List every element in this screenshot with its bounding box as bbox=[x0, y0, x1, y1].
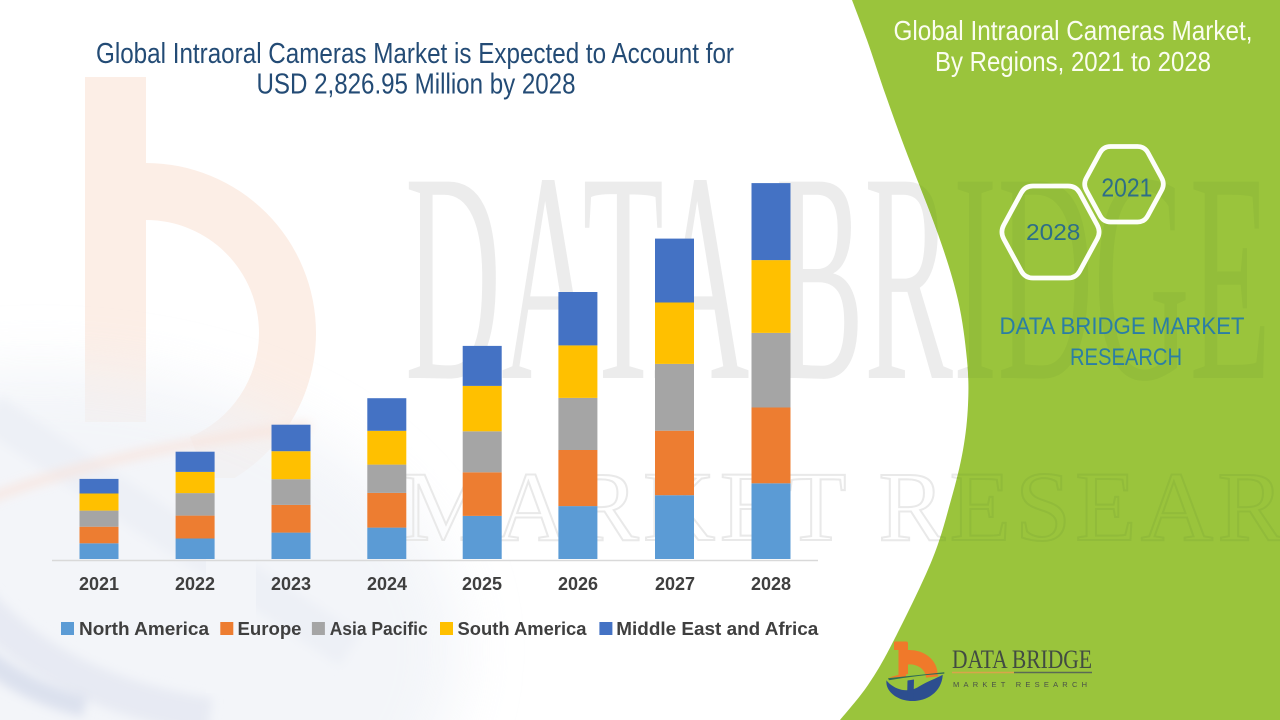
svg-text:Middle East and Africa: Middle East and Africa bbox=[616, 619, 819, 639]
svg-text:2026: 2026 bbox=[558, 574, 598, 594]
svg-text:2025: 2025 bbox=[462, 574, 502, 594]
svg-text:Asia Pacific: Asia Pacific bbox=[330, 619, 428, 639]
svg-text:MARKET RESEARCH: MARKET RESEARCH bbox=[953, 680, 1091, 689]
svg-text:North America: North America bbox=[79, 619, 210, 639]
svg-text:2027: 2027 bbox=[655, 574, 695, 594]
svg-text:South America: South America bbox=[458, 619, 588, 639]
svg-text:DATA BRIDGE: DATA BRIDGE bbox=[952, 645, 1092, 674]
svg-text:Global Intraoral Cameras Marke: Global Intraoral Cameras Market, bbox=[894, 15, 1253, 46]
svg-text:USD 2,826.95 Million by 2028: USD 2,826.95 Million by 2028 bbox=[257, 69, 576, 101]
svg-text:2024: 2024 bbox=[367, 574, 407, 594]
svg-text:Europe: Europe bbox=[238, 619, 302, 639]
svg-text:2021: 2021 bbox=[1101, 173, 1152, 203]
svg-text:By Regions, 2021 to 2028: By Regions, 2021 to 2028 bbox=[935, 46, 1211, 77]
svg-text:DATA BRIDGE MARKET: DATA BRIDGE MARKET bbox=[1000, 313, 1245, 340]
svg-text:RESEARCH: RESEARCH bbox=[1070, 344, 1182, 371]
svg-text:2028: 2028 bbox=[751, 574, 791, 594]
svg-text:2023: 2023 bbox=[271, 574, 311, 594]
svg-text:2021: 2021 bbox=[79, 574, 119, 594]
svg-text:2022: 2022 bbox=[175, 574, 215, 594]
svg-text:Global Intraoral Cameras Marke: Global Intraoral Cameras Market is Expec… bbox=[96, 38, 734, 70]
svg-text:2028: 2028 bbox=[1026, 219, 1080, 245]
